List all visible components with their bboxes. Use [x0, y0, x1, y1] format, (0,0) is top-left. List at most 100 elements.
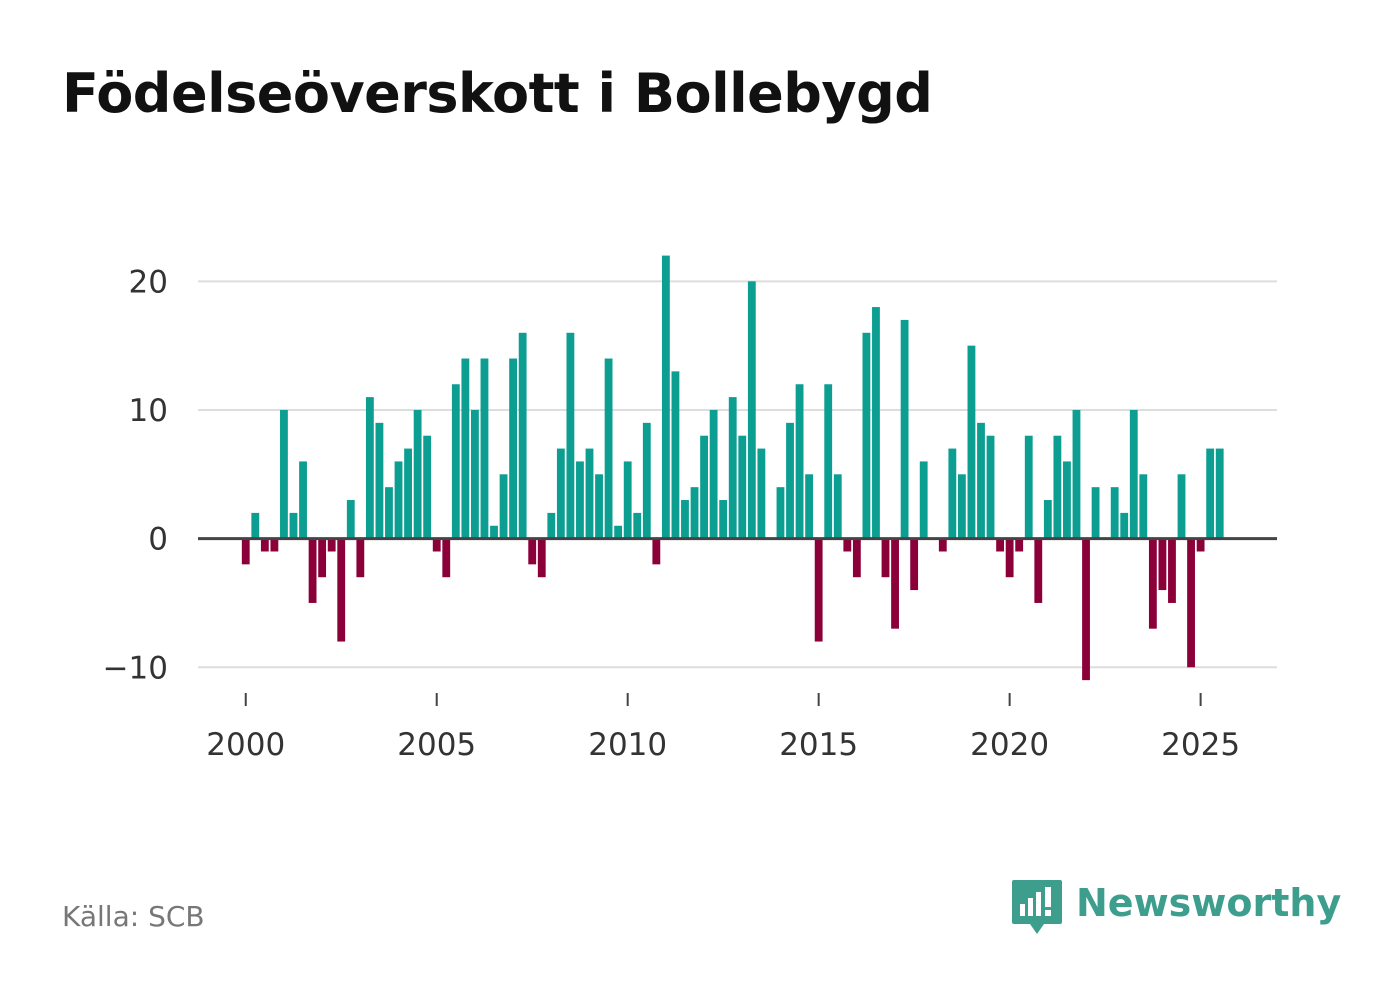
bar — [757, 448, 766, 539]
bar — [375, 422, 384, 539]
x-tick-label: 2000 — [206, 727, 285, 763]
bar — [967, 345, 976, 539]
bar — [413, 409, 422, 539]
bar — [318, 538, 327, 578]
bar — [652, 538, 661, 565]
bar — [1082, 538, 1090, 681]
bar — [394, 461, 403, 539]
bar — [786, 422, 794, 539]
bar — [346, 500, 355, 539]
bar — [480, 358, 489, 539]
bar — [805, 474, 814, 539]
bar — [260, 538, 269, 552]
bar — [337, 538, 346, 642]
bar — [738, 435, 747, 539]
bar — [919, 461, 928, 539]
bar — [518, 332, 527, 539]
bar — [795, 384, 804, 539]
bar — [910, 538, 919, 591]
bar — [432, 538, 441, 552]
bar — [642, 422, 651, 539]
bar — [900, 319, 909, 539]
bar — [623, 461, 632, 539]
x-tick-label: 2005 — [397, 727, 476, 763]
bar — [299, 461, 307, 539]
bar — [986, 435, 995, 539]
bar — [1139, 474, 1148, 539]
bar — [576, 461, 584, 539]
bar — [690, 487, 699, 539]
bar — [442, 538, 451, 578]
bar — [709, 409, 718, 539]
brand-logo[interactable]: Newsworthy — [1010, 878, 1341, 938]
bar — [280, 409, 288, 539]
bar — [824, 384, 833, 539]
bar — [719, 500, 728, 539]
bar — [891, 538, 899, 629]
bar — [604, 358, 613, 539]
bar — [365, 397, 374, 539]
bar — [852, 538, 861, 578]
bar — [470, 409, 479, 539]
y-tick-label: 10 — [129, 393, 168, 429]
bar — [1034, 538, 1043, 603]
brand-name: Newsworthy — [1076, 881, 1342, 925]
bar — [681, 500, 689, 539]
bar — [556, 448, 565, 539]
bar — [1005, 538, 1014, 578]
bar — [1177, 474, 1186, 539]
bar — [585, 448, 594, 539]
bar — [862, 332, 871, 539]
bar — [356, 538, 365, 578]
x-tick-label: 2010 — [588, 727, 667, 763]
bar — [833, 474, 842, 539]
bar — [595, 474, 603, 539]
bar — [747, 281, 756, 539]
chart-title: Födelseöverskott i Bollebygd — [62, 62, 933, 125]
bar — [1168, 538, 1176, 603]
bar — [661, 255, 670, 539]
bar — [1024, 435, 1033, 539]
bar — [1053, 435, 1062, 539]
bar — [633, 512, 642, 539]
bar — [872, 307, 880, 539]
bar — [241, 538, 250, 565]
bar — [537, 538, 546, 578]
bar — [490, 525, 498, 539]
bar — [528, 538, 537, 565]
bar — [700, 435, 708, 539]
bar — [728, 397, 737, 539]
x-tick-label: 2015 — [779, 727, 858, 763]
bar — [308, 538, 317, 603]
bar — [1129, 409, 1138, 539]
bar — [814, 538, 823, 642]
bar — [1196, 538, 1205, 552]
y-tick-label: 0 — [148, 522, 168, 558]
bar — [977, 422, 985, 539]
bar — [671, 371, 680, 539]
bar — [776, 487, 785, 539]
bar — [1091, 487, 1100, 539]
bar — [509, 358, 518, 539]
bar — [404, 448, 412, 539]
bar — [270, 538, 279, 552]
bar — [547, 512, 556, 539]
x-tick-label: 2025 — [1161, 727, 1240, 763]
bar — [423, 435, 432, 539]
source-label: Källa: SCB — [62, 900, 205, 933]
bar — [948, 448, 957, 539]
bar — [461, 358, 470, 539]
bar — [566, 332, 575, 539]
x-tick-label: 2020 — [970, 727, 1049, 763]
bars — [241, 255, 1224, 681]
y-tick-label: −10 — [103, 650, 168, 686]
bar — [938, 538, 947, 552]
bar — [881, 538, 890, 578]
bar — [499, 474, 508, 539]
bar — [327, 538, 336, 552]
bar — [1110, 487, 1119, 539]
bar — [1158, 538, 1167, 591]
bar — [1072, 409, 1081, 539]
bar — [996, 538, 1005, 552]
